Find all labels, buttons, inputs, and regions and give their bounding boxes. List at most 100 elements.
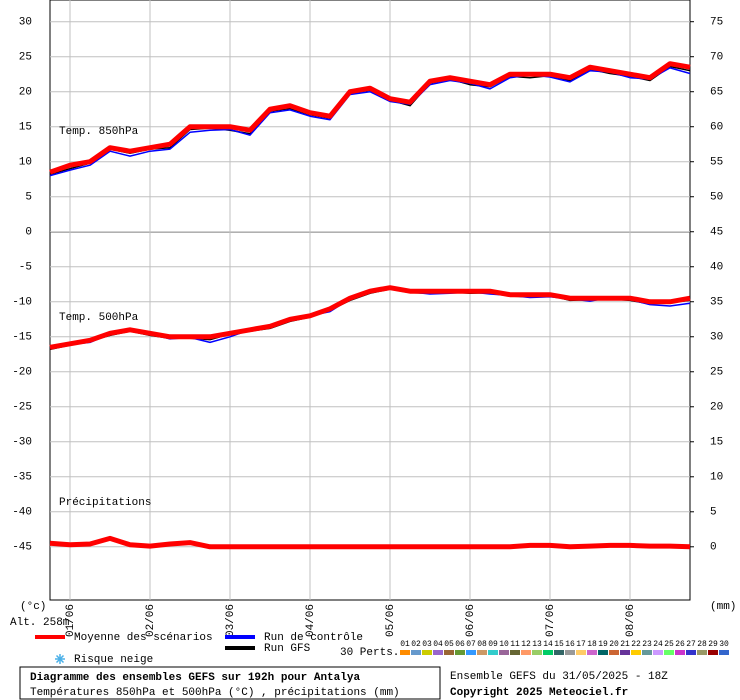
x-tick-label: 01/06 <box>65 604 77 637</box>
pert-label: 29 <box>708 640 718 649</box>
pert-label: 23 <box>642 640 652 649</box>
y-tick-label: -25 <box>12 402 32 414</box>
y2-tick-label: 25 <box>710 367 723 379</box>
y-tick-label: 10 <box>19 157 32 169</box>
x-tick-label: 07/06 <box>545 604 557 637</box>
copyright: Copyright 2025 Meteociel.fr <box>450 687 628 699</box>
y-tick-label: 15 <box>19 122 32 134</box>
pert-swatch <box>708 650 718 655</box>
legend-label: Moyenne des scénarios <box>74 632 213 644</box>
pert-label: 22 <box>631 640 641 649</box>
pert-label: 27 <box>686 640 696 649</box>
altitude: Alt. 258m <box>10 617 70 629</box>
pert-label: 21 <box>620 640 630 649</box>
y2-tick-label: 0 <box>710 542 717 554</box>
pert-label: 24 <box>653 640 663 649</box>
y2-tick-label: 35 <box>710 297 723 309</box>
y2-tick-label: 60 <box>710 122 723 134</box>
snow-label: Risque neige <box>74 654 153 666</box>
y-tick-label: 5 <box>25 192 32 204</box>
y2-tick-label: 70 <box>710 52 723 64</box>
panel-label: Précipitations <box>59 497 151 509</box>
y-tick-label: -40 <box>12 507 32 519</box>
y2-tick-label: 5 <box>710 507 717 519</box>
pert-swatch <box>521 650 531 655</box>
pert-label: 26 <box>675 640 685 649</box>
pert-label: 18 <box>587 640 597 649</box>
y2-tick-label: 30 <box>710 332 723 344</box>
pert-swatch <box>642 650 652 655</box>
y2-tick-label: 55 <box>710 157 723 169</box>
legend-label: Run GFS <box>264 643 311 655</box>
pert-swatch <box>609 650 619 655</box>
pert-swatch <box>433 650 443 655</box>
pert-swatch <box>697 650 707 655</box>
y2-tick-label: 20 <box>710 402 723 414</box>
pert-swatch <box>686 650 696 655</box>
pert-swatch <box>664 650 674 655</box>
pert-label: 02 <box>411 640 421 649</box>
title-box <box>19 666 441 700</box>
y-tick-label: -20 <box>12 367 32 379</box>
pert-swatch <box>675 650 685 655</box>
y2-tick-label: 40 <box>710 262 723 274</box>
pert-swatch <box>631 650 641 655</box>
perts-label: 30 Perts. <box>340 647 399 659</box>
y-tick-label: -30 <box>12 437 32 449</box>
pert-swatch <box>587 650 597 655</box>
pert-swatch <box>499 650 509 655</box>
pert-label: 03 <box>422 640 432 649</box>
y2-tick-label: 10 <box>710 472 723 484</box>
pert-swatch <box>576 650 586 655</box>
x-tick-label: 02/06 <box>145 604 157 637</box>
pert-label: 09 <box>488 640 498 649</box>
y2-tick-label: 65 <box>710 87 723 99</box>
pert-swatch <box>532 650 542 655</box>
y-tick-label: -35 <box>12 472 32 484</box>
y2-tick-label: 50 <box>710 192 723 204</box>
x-tick-label: 04/06 <box>305 604 317 637</box>
pert-swatch <box>719 650 729 655</box>
pert-label: 13 <box>532 640 542 649</box>
y-unit: (°c) <box>20 601 46 613</box>
y2-tick-label: 75 <box>710 17 723 29</box>
pert-swatch <box>411 650 421 655</box>
y-tick-label: -10 <box>12 297 32 309</box>
pert-swatch <box>653 650 663 655</box>
snow-icon <box>55 654 65 664</box>
pert-swatch <box>598 650 608 655</box>
pert-swatch <box>455 650 465 655</box>
x-tick-label: 08/06 <box>625 604 637 637</box>
pert-label: 15 <box>554 640 564 649</box>
x-tick-label: 03/06 <box>225 604 237 637</box>
pert-swatch <box>477 650 487 655</box>
panel-label: Temp. 850hPa <box>59 126 139 138</box>
pert-label: 05 <box>444 640 454 649</box>
pert-label: 25 <box>664 640 674 649</box>
pert-label: 06 <box>455 640 465 649</box>
pert-swatch <box>554 650 564 655</box>
y2-unit: (mm) <box>710 601 736 613</box>
y-tick-label: 25 <box>19 52 32 64</box>
pert-swatch <box>444 650 454 655</box>
pert-swatch <box>422 650 432 655</box>
pert-label: 17 <box>576 640 586 649</box>
y2-tick-label: 15 <box>710 437 723 449</box>
pert-label: 16 <box>565 640 575 649</box>
panel-label: Temp. 500hPa <box>59 312 139 324</box>
series-line <box>49 67 691 177</box>
pert-swatch <box>543 650 553 655</box>
legend-label: Run de contrôle <box>264 632 363 644</box>
pert-swatch <box>620 650 630 655</box>
pert-label: 11 <box>510 640 520 649</box>
pert-swatch <box>510 650 520 655</box>
x-tick-label: 05/06 <box>385 604 397 637</box>
pert-label: 07 <box>466 640 476 649</box>
pert-label: 14 <box>543 640 553 649</box>
pert-label: 04 <box>433 640 443 649</box>
y2-tick-label: 45 <box>710 227 723 239</box>
y-tick-label: 0 <box>25 227 32 239</box>
pert-swatch <box>400 650 410 655</box>
pert-label: 01 <box>400 640 410 649</box>
